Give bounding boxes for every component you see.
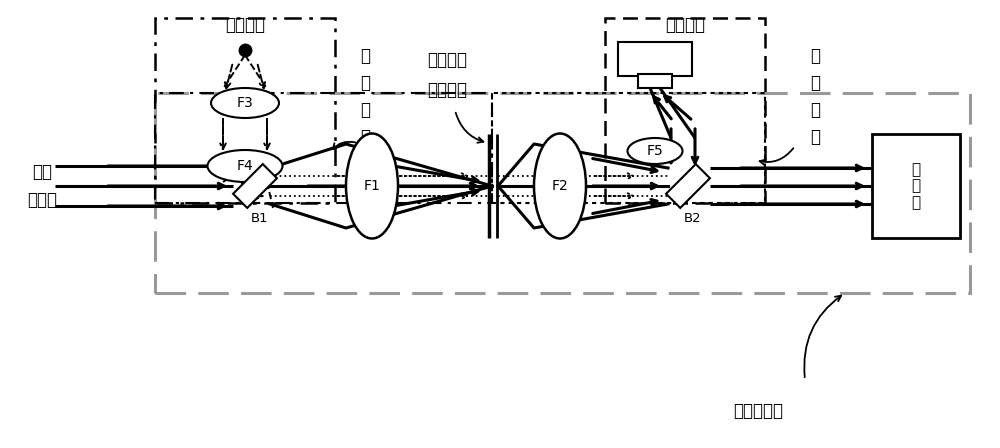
Text: 入射光: 入射光 [27,191,57,209]
Text: B2: B2 [684,211,702,224]
Text: 光: 光 [810,101,820,119]
Text: F1: F1 [364,179,380,193]
FancyBboxPatch shape [618,42,692,76]
Text: B1: B1 [251,211,269,224]
Text: 白光光源: 白光光源 [225,16,265,34]
Text: 光: 光 [360,101,370,119]
Text: 平行: 平行 [32,163,52,181]
FancyBboxPatch shape [638,74,672,88]
Polygon shape [233,164,277,208]
Ellipse shape [628,138,682,164]
Ellipse shape [208,150,283,182]
Ellipse shape [534,134,586,238]
Text: F2: F2 [552,179,568,193]
Text: 路: 路 [810,128,820,146]
FancyBboxPatch shape [872,134,960,238]
Text: 像: 像 [810,74,820,92]
Text: 路: 路 [360,128,370,146]
Text: 明: 明 [360,74,370,92]
Text: 成像元件: 成像元件 [665,16,705,34]
Text: 等离激元: 等离激元 [427,51,467,69]
Text: F5: F5 [647,144,663,158]
Text: 探
测
器: 探 测 器 [911,162,921,210]
Text: F3: F3 [237,96,253,110]
Text: 照: 照 [360,47,370,65]
Ellipse shape [346,134,398,238]
Text: 成: 成 [810,47,820,65]
Text: F4: F4 [237,159,253,173]
Text: 测谱主光路: 测谱主光路 [733,402,783,420]
Ellipse shape [211,88,279,118]
Polygon shape [666,164,710,208]
Text: 纳米结构: 纳米结构 [427,81,467,99]
